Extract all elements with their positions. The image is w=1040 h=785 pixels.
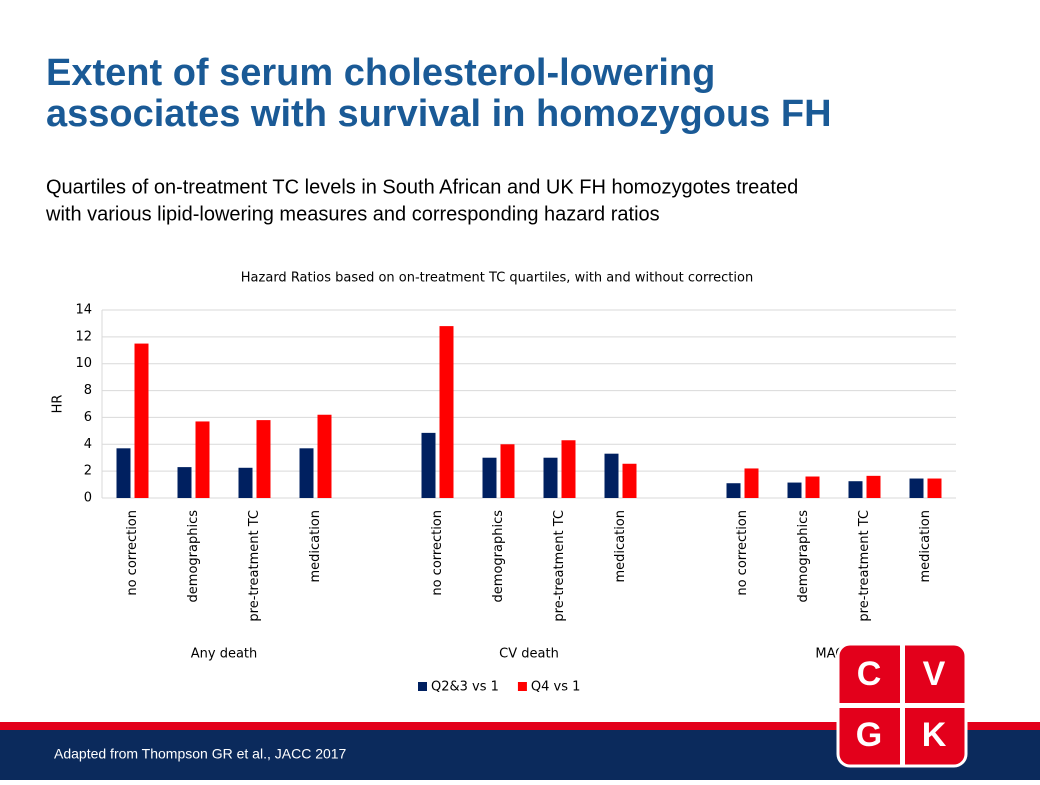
subtitle-line: Quartiles of on-treatment TC levels in S… [46,176,798,198]
bar [927,478,942,498]
logo-divider [838,703,966,708]
subtitle-line: with various lipid-lowering measures and… [45,203,660,225]
y-tick-label: 8 [84,383,92,398]
bar [909,478,924,498]
x-tick-label: demographics [491,510,506,603]
x-tick-label: no correction [125,510,140,596]
title-line: associates with survival in homozygous F… [46,93,832,135]
x-tick-label: demographics [186,510,201,603]
logo-letter: K [922,716,947,754]
bar [482,457,497,498]
legend-label: Q4 vs 1 [531,680,581,695]
y-tick-label: 0 [84,491,92,506]
bar [256,420,271,498]
y-tick-label: 10 [75,356,92,371]
x-tick-label: pre-treatment TC [247,510,262,622]
bar [134,343,149,498]
legend-swatch [418,682,427,691]
bar [805,476,820,498]
bar [299,448,314,498]
bar [500,444,515,498]
x-tick-label: pre-treatment TC [857,510,872,622]
footer-text: Adapted from Thompson GR et al., JACC 20… [54,746,347,762]
x-tick-label: no correction [735,510,750,596]
x-tick-label: pre-treatment TC [552,510,567,622]
legend-label: Q2&3 vs 1 [431,680,499,695]
bar [866,475,881,498]
bar [561,440,576,498]
bar [726,483,741,498]
bar [195,421,210,498]
bar [116,448,131,498]
chart-title: Hazard Ratios based on on-treatment TC q… [241,271,753,286]
y-tick-label: 2 [84,464,92,479]
bar [439,326,454,498]
footer-stripe [0,722,1040,730]
y-tick-label: 12 [75,329,92,344]
bar [421,432,436,498]
bar [238,467,253,498]
x-tick-label: medication [613,510,628,583]
logo-letter: C [857,655,882,693]
title-line: Extent of serum cholesterol-lowering [46,52,715,94]
bar [848,481,863,498]
y-tick-label: 4 [84,437,92,452]
bar [177,467,192,498]
bar [543,457,558,498]
group-label: CV death [499,647,559,662]
bar [744,468,759,498]
x-tick-label: no correction [430,510,445,596]
bar [787,482,802,498]
logo-letter: G [856,716,882,754]
group-label: Any death [191,647,258,662]
legend-swatch [517,682,527,691]
bar [604,453,619,498]
bar [622,463,637,498]
x-tick-label: medication [308,510,323,583]
bar [317,414,332,498]
x-tick-label: medication [918,510,933,583]
y-tick-label: 6 [84,410,92,425]
logo-letter: V [923,655,946,693]
y-axis-label: HR [51,395,66,414]
y-tick-label: 14 [75,303,92,318]
x-tick-label: demographics [796,510,811,603]
